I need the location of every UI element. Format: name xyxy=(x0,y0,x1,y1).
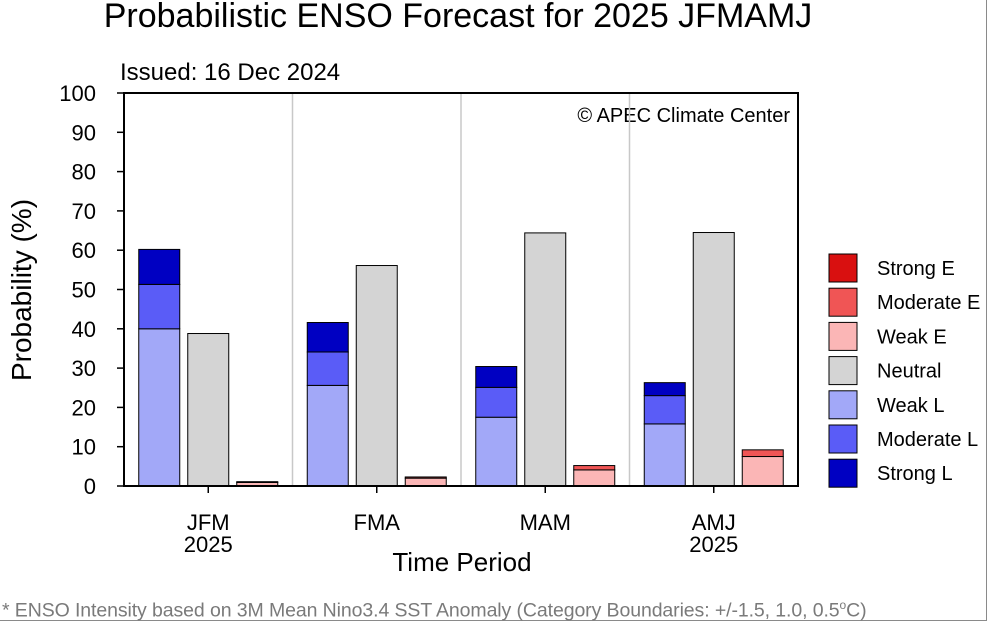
y-tick-label: 70 xyxy=(72,199,96,224)
bar-mam-moderate-l xyxy=(475,386,518,418)
legend-swatch-neutral xyxy=(828,356,858,386)
legend-label-moderate-l: Moderate L xyxy=(877,429,978,451)
bar-amj-weak-l xyxy=(643,423,686,487)
bar-amj-strong-l xyxy=(643,382,686,397)
legend-swatch-moderate-l xyxy=(828,424,858,454)
bar-mam-moderate-e xyxy=(573,465,616,471)
bar-jfm-moderate-e xyxy=(236,481,279,483)
legend-swatch-strong-l xyxy=(828,458,858,488)
legend-swatch-strong-e xyxy=(828,253,858,283)
y-tick-label: 10 xyxy=(72,435,96,460)
legend-swatch-weak-e xyxy=(828,321,858,351)
bar-mam-neutral xyxy=(524,232,567,487)
y-tick-label: 30 xyxy=(72,356,96,381)
x-tick-label: FMA xyxy=(354,510,401,535)
issued-date: Issued: 16 Dec 2024 xyxy=(120,59,340,86)
legend-swatch-moderate-e xyxy=(828,287,858,317)
legend-label-moderate-e: Moderate E xyxy=(877,292,980,314)
plot-frame xyxy=(123,92,799,487)
credit-text: © APEC Climate Center xyxy=(577,105,790,127)
legend-label-strong-l: Strong L xyxy=(877,463,953,485)
chart-title: Probabilistic ENSO Forecast for 2025 JFM… xyxy=(104,0,813,35)
bar-amj-moderate-e xyxy=(741,449,784,458)
legend-label-strong-e: Strong E xyxy=(877,258,955,280)
bar-jfm-moderate-l xyxy=(138,283,181,330)
x-tick-year: 2025 xyxy=(184,532,233,557)
x-tick-label: MAM xyxy=(520,510,571,535)
bar-mam-strong-l xyxy=(475,366,518,388)
legend: Strong E Moderate E Weak E Neutral Weak L Mod… xyxy=(828,253,980,488)
bar-fma-moderate-l xyxy=(306,351,349,386)
footnote: * ENSO Intensity based on 3M Mean Nino3.… xyxy=(2,598,867,623)
bar-fma-weak-e xyxy=(404,477,447,487)
y-tick-label: 80 xyxy=(72,160,96,185)
y-tick-label: 90 xyxy=(72,120,96,145)
footnote-text: * ENSO Intensity based on 3M Mean Nino3.… xyxy=(2,599,840,622)
y-tick-label: 60 xyxy=(72,238,96,263)
bar-fma-neutral xyxy=(355,265,398,487)
bar-amj-weak-e xyxy=(741,456,784,487)
y-tick-label: 20 xyxy=(72,395,96,420)
x-tick-label: AMJ xyxy=(692,510,736,535)
x-axis-label: Time Period xyxy=(392,547,531,577)
y-tick-label: 100 xyxy=(59,81,96,106)
bar-mam-weak-e xyxy=(573,469,616,487)
legend-label-weak-l: Weak L xyxy=(877,395,944,417)
legend-swatch-weak-l xyxy=(828,390,858,420)
x-tick-label: JFM xyxy=(187,510,230,535)
bar-fma-moderate-e xyxy=(404,476,447,479)
bar-mam-weak-l xyxy=(475,416,518,487)
degree-symbol: o xyxy=(839,598,847,612)
y-tick-label: 50 xyxy=(72,278,96,303)
bar-amj-neutral xyxy=(692,232,735,487)
legend-label-neutral: Neutral xyxy=(877,361,941,383)
bar-jfm-weak-l xyxy=(138,328,181,487)
footnote-unit: C) xyxy=(846,599,867,622)
x-tick-year: 2025 xyxy=(689,532,738,557)
bar-amj-moderate-l xyxy=(643,395,686,425)
bar-jfm-strong-l xyxy=(138,248,181,285)
bar-fma-strong-l xyxy=(306,322,349,353)
y-tick-label: 40 xyxy=(72,317,96,342)
y-axis-label: Probability (%) xyxy=(6,199,37,381)
bar-jfm-neutral xyxy=(187,333,230,487)
y-tick-label: 0 xyxy=(84,474,96,499)
bar-fma-weak-l xyxy=(306,384,349,487)
legend-label-weak-e: Weak E xyxy=(877,326,947,348)
